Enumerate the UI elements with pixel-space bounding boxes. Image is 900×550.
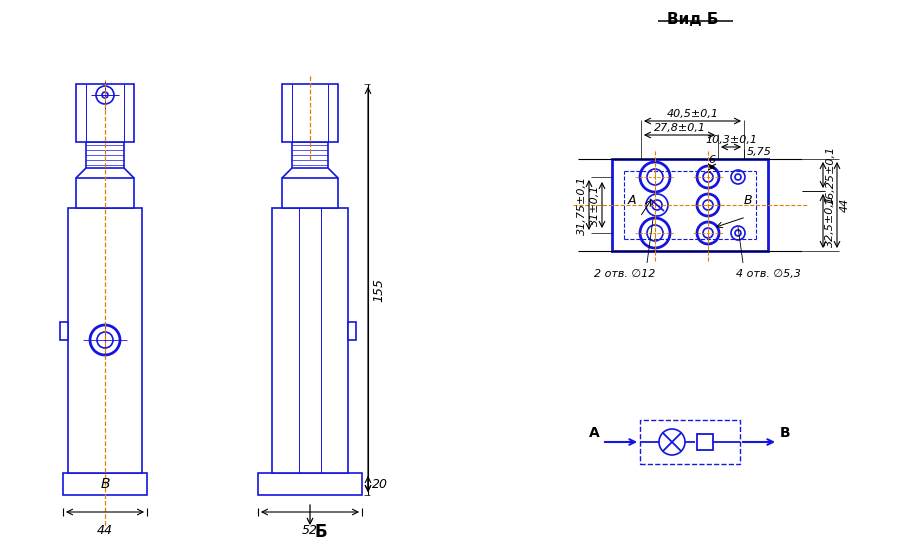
Text: 27,8±0,1: 27,8±0,1 (653, 123, 706, 133)
Text: 20: 20 (372, 477, 388, 491)
Circle shape (703, 228, 713, 238)
Text: 6: 6 (708, 155, 716, 165)
Text: 10,3±0,1: 10,3±0,1 (705, 135, 757, 145)
Bar (60, 322, 68, 340)
Text: Вид Б: Вид Б (667, 12, 719, 27)
Text: 4 отв. ∅5,3: 4 отв. ∅5,3 (735, 269, 800, 279)
Bar (258, 473, 362, 495)
Bar (282, 178, 338, 208)
Circle shape (647, 225, 663, 241)
Bar (63, 473, 147, 495)
Circle shape (697, 166, 719, 188)
Text: 31±0,1: 31±0,1 (590, 184, 600, 225)
Circle shape (96, 86, 114, 104)
Bar (640, 420, 740, 464)
Circle shape (646, 194, 668, 216)
Bar (76, 178, 134, 208)
Bar (348, 322, 356, 340)
Bar (76, 84, 134, 142)
Text: А: А (589, 426, 599, 440)
Bar (272, 208, 348, 473)
Text: 31,75±0,1: 31,75±0,1 (577, 175, 587, 234)
Text: 32,5±0,1: 32,5±0,1 (825, 195, 835, 247)
Text: 52: 52 (302, 524, 318, 537)
Circle shape (735, 174, 741, 180)
Text: 16,25±0,1: 16,25±0,1 (825, 145, 835, 205)
Circle shape (659, 429, 685, 455)
Circle shape (647, 169, 663, 185)
Circle shape (102, 92, 108, 98)
Text: В: В (100, 477, 110, 491)
Text: 40,5±0,1: 40,5±0,1 (667, 109, 718, 119)
Text: 44: 44 (840, 198, 850, 212)
Circle shape (735, 230, 741, 236)
Circle shape (731, 226, 745, 240)
Text: В: В (743, 195, 752, 207)
Bar (86, 142, 124, 168)
Circle shape (731, 170, 745, 184)
Text: 5,75: 5,75 (747, 147, 772, 157)
Bar (282, 84, 338, 142)
Text: В: В (779, 426, 790, 440)
Circle shape (652, 200, 662, 210)
Circle shape (97, 332, 113, 348)
Text: А: А (628, 195, 636, 207)
Bar (697, 434, 713, 450)
Text: Б: Б (314, 523, 327, 541)
Circle shape (697, 222, 719, 244)
Bar (612, 159, 768, 251)
Text: 2 отв. ∅12: 2 отв. ∅12 (594, 269, 656, 279)
Bar (68, 208, 142, 473)
Circle shape (697, 194, 719, 216)
Circle shape (90, 325, 120, 355)
Text: 44: 44 (97, 524, 113, 537)
Circle shape (703, 172, 713, 182)
Text: 155: 155 (372, 278, 385, 302)
Bar (292, 142, 328, 168)
Circle shape (640, 162, 670, 192)
Circle shape (703, 200, 713, 210)
Circle shape (640, 218, 670, 248)
